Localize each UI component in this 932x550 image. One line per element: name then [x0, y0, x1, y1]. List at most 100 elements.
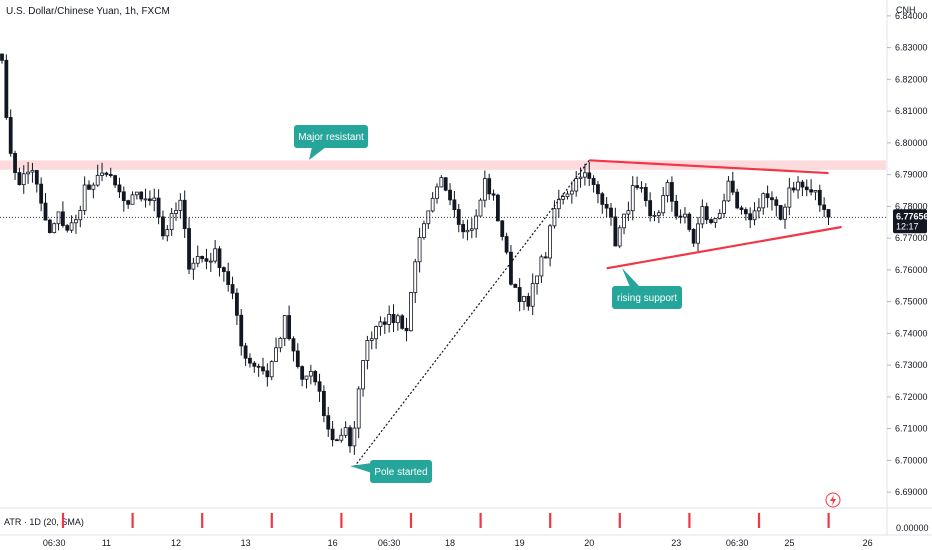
- candle-body: [82, 184, 87, 211]
- candle-body: [513, 283, 518, 288]
- candle-body: [391, 313, 396, 324]
- candle-body: [208, 260, 213, 263]
- candle-body: [726, 180, 731, 202]
- candle-body: [243, 345, 248, 359]
- callout-pole-started[interactable]: Pole started: [350, 460, 432, 483]
- candle-body: [465, 229, 470, 233]
- callout-major-resistant-text: Major resistant: [298, 132, 364, 143]
- candle-body: [313, 371, 318, 383]
- candle-body: [200, 256, 205, 260]
- trendline-pole[interactable]: [353, 159, 590, 468]
- price-tick-label: 6.83000: [895, 43, 928, 53]
- candle-body: [387, 313, 392, 325]
- candle-body: [126, 200, 131, 205]
- candle-body: [622, 213, 626, 229]
- candle-body: [417, 237, 422, 263]
- currency-label: CNH: [896, 5, 916, 15]
- candle-body: [404, 327, 409, 332]
- candle-body: [626, 210, 631, 215]
- candle-body: [687, 213, 692, 230]
- candle-body: [739, 207, 744, 210]
- candle-body: [47, 219, 52, 234]
- candle-body: [482, 178, 487, 201]
- indicator-label: ATR · 1D (20, SMA): [4, 517, 84, 527]
- candle-body: [770, 197, 774, 201]
- candle-body: [104, 172, 109, 175]
- atr-tick: [757, 513, 761, 528]
- candle-body: [300, 366, 305, 380]
- time-tick-label: 06:30: [378, 538, 401, 548]
- candle-body: [95, 175, 100, 186]
- candle-body: [700, 206, 705, 225]
- atr-tick: [827, 513, 830, 528]
- candle-body: [52, 223, 57, 234]
- candle-body: [221, 267, 226, 272]
- candle-body: [665, 182, 670, 196]
- trendline-rising-support[interactable]: [606, 225, 842, 270]
- price-tick-label: 6.78000: [895, 201, 928, 211]
- atr-tick: [270, 513, 273, 528]
- candle-body: [61, 211, 65, 226]
- candle-body: [400, 315, 405, 329]
- candle-body: [509, 251, 513, 285]
- callout-pole-started-text: Pole started: [374, 467, 427, 478]
- candle-body: [317, 381, 322, 392]
- callout-rising-support[interactable]: rising support: [612, 268, 682, 309]
- candle-body: [704, 206, 709, 220]
- candle-body: [274, 347, 278, 362]
- indicator-value: 0.00000: [896, 523, 929, 533]
- candle-body: [178, 199, 183, 211]
- candle-body: [252, 362, 257, 367]
- candle-body: [613, 216, 618, 247]
- candle-body: [30, 170, 35, 173]
- chart-title: U.S. Dollar/Chinese Yuan, 1h, FXCM: [6, 6, 170, 17]
- candle-body: [382, 321, 387, 325]
- candle-body: [587, 172, 592, 179]
- candle-body: [91, 184, 96, 190]
- candle-body: [574, 178, 579, 192]
- candle-body: [604, 203, 609, 209]
- candle-body: [556, 198, 561, 210]
- candle-body: [395, 315, 400, 324]
- candle-body: [743, 209, 748, 215]
- candle-body: [74, 219, 78, 224]
- candle-body: [656, 212, 661, 216]
- candle-body: [108, 174, 113, 177]
- lightning-icon[interactable]: [825, 492, 841, 508]
- price-tick-label: 6.69000: [895, 487, 928, 497]
- candle-body: [696, 223, 700, 244]
- callout-major-resistant[interactable]: Major resistant: [294, 125, 368, 160]
- candle-body: [491, 193, 496, 196]
- candle-body: [374, 326, 379, 340]
- candle-body: [578, 176, 583, 179]
- candle-body: [152, 197, 157, 201]
- trendline-top[interactable]: [589, 159, 829, 175]
- candle-body: [287, 315, 292, 340]
- candle-body: [787, 187, 792, 208]
- candle-body: [56, 211, 61, 225]
- candle-body: [100, 172, 104, 176]
- time-tick-label: 20: [584, 538, 594, 548]
- candle-body: [539, 256, 544, 277]
- candle-body: [670, 182, 674, 202]
- candle-body: [17, 172, 22, 186]
- candle-body: [709, 219, 713, 223]
- indicator-ticks: [61, 513, 830, 528]
- candle-body: [461, 224, 466, 233]
- candle-body: [822, 204, 827, 210]
- candle-body: [326, 415, 331, 430]
- candle-body: [757, 207, 761, 212]
- candle-body: [191, 262, 196, 270]
- time-tick-label: 26: [863, 538, 873, 548]
- atr-tick: [61, 513, 65, 528]
- candle-body: [778, 205, 783, 220]
- candle-body: [143, 198, 148, 201]
- candle-body: [800, 181, 805, 188]
- candle-body: [65, 225, 70, 231]
- candle-body: [826, 209, 831, 218]
- time-tick-label: 11: [102, 538, 111, 548]
- candle-body: [730, 180, 735, 193]
- candle-body: [526, 295, 531, 307]
- price-tick-label: 6.70000: [895, 455, 928, 465]
